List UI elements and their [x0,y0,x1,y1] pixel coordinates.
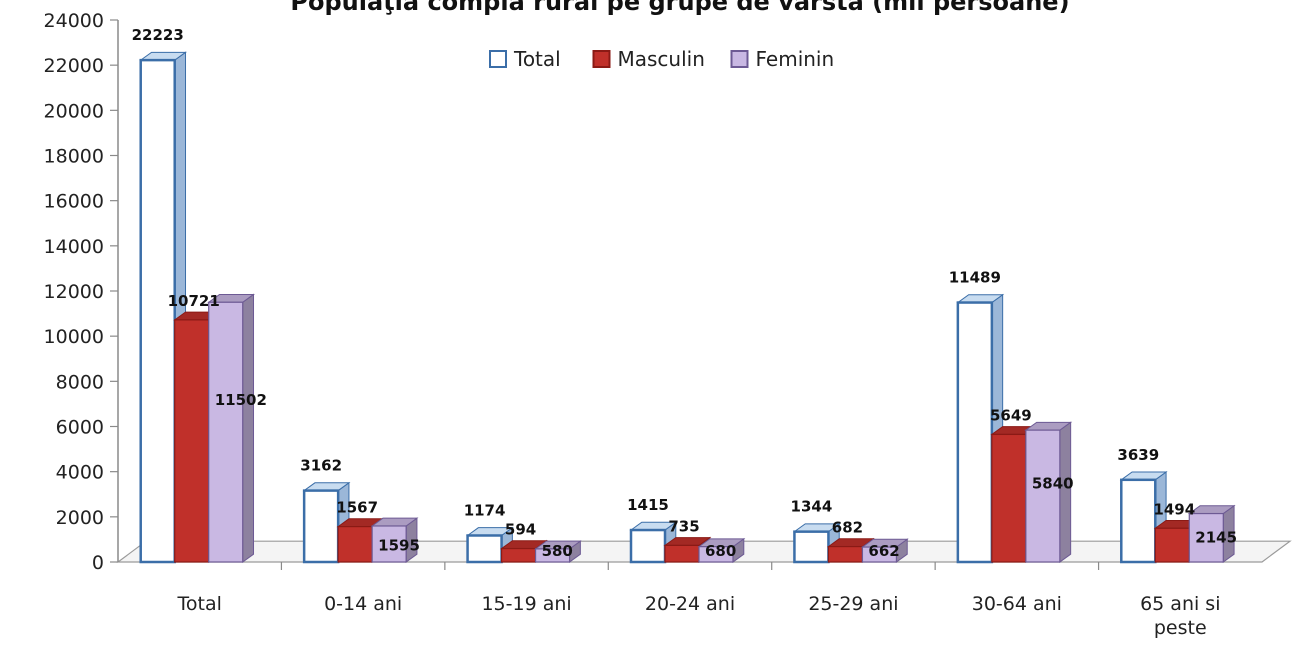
data-label-masculin-0-14-ani: 1567 [336,499,378,517]
bars [139,51,1236,564]
data-label-total-total: 22223 [132,26,184,44]
data-label-feminin-total: 11502 [215,391,267,409]
bar-front-face [827,545,864,563]
data-label-masculin-65-ani-si-peste: 1494 [1153,500,1195,518]
y-tick-label: 18000 [44,146,104,168]
y-tick-label: 6000 [56,417,104,439]
y-tick-label: 0 [92,552,104,574]
y-tick-label: 16000 [44,191,104,213]
legend-item-feminin: Feminin [730,47,835,71]
bar-front-face [174,319,210,563]
data-label-masculin-25-29-ani: 682 [832,519,863,537]
x-category-label: 0-14 ani [324,593,402,615]
data-label-total-0-14-ani: 3162 [300,457,342,475]
bar-feminin-65-ani-si-peste [1187,504,1236,563]
data-label-feminin-15-19-ani: 580 [542,542,573,560]
data-label-feminin-0-14-ani: 1595 [378,537,420,555]
bar-front-face [861,546,898,563]
y-tick-label: 14000 [44,236,104,258]
data-label-masculin-20-24-ani: 735 [668,517,699,535]
legend-label: Masculin [618,47,705,71]
data-label-total-20-24-ani: 1415 [627,496,669,514]
bar-front-face [208,301,244,563]
bar-front-face [1025,429,1061,563]
x-category-label: 65 ani si peste [1140,593,1220,639]
x-category-label: 15-19 ani [481,593,571,615]
bar-feminin-20-24-ani [697,537,746,563]
x-category-label: 30-64 ani [972,593,1062,615]
legend-item-masculin: Masculin [592,47,705,71]
bar-feminin-30-64-ani [1024,421,1073,563]
bar-front-face [500,547,537,563]
legend-swatch [489,50,507,68]
data-labels: 22223 10721 11502 3162 1567 1595 1174 594 580 141… [132,26,1237,560]
bar-feminin-15-19-ani [534,540,582,563]
bar-side-face [242,293,255,563]
data-label-total-30-64-ani: 11489 [949,269,1001,287]
y-tick-label: 24000 [44,10,104,32]
bar-front-face [466,534,503,564]
data-label-masculin-30-64-ani: 5649 [990,406,1032,424]
bar-front-face [664,544,700,563]
data-label-total-65-ani-si-peste: 3639 [1117,446,1159,464]
bar-feminin-total [207,293,256,563]
bar-front-face [139,58,176,564]
bar-front-face [534,548,571,563]
x-category-label: 20-24 ani [645,593,735,615]
legend-label: Total [513,47,561,71]
x-category-label: Total [177,593,222,615]
legend-label: Feminin [756,47,835,71]
data-label-feminin-65-ani-si-peste: 2145 [1195,529,1237,547]
data-label-feminin-30-64-ani: 5840 [1032,474,1074,492]
legend: Total Masculin Feminin [489,47,835,71]
bar-front-face [629,528,667,564]
y-tick-label: 4000 [56,462,104,484]
bar-front-face [1188,512,1224,563]
data-label-feminin-25-29-ani: 662 [868,542,899,560]
legend-swatch [592,50,611,68]
bar-front-face [991,433,1027,563]
bar-front-face [793,530,830,564]
data-label-total-15-19-ani: 1174 [464,501,506,519]
data-label-feminin-20-24-ani: 680 [705,542,736,560]
legend-swatch [730,50,749,68]
legend-item-total: Total [489,47,561,71]
bar-front-face [1154,527,1190,563]
chart-title: Populaţia complă rural pe grupe de vârst… [290,0,1069,16]
bar-front-face [1120,478,1157,564]
x-category-label: 25-29 ani [808,593,898,615]
y-tick-label: 22000 [44,55,104,77]
bar-feminin-25-29-ani [860,538,909,563]
bar-front-face [337,526,373,563]
y-tick-label: 8000 [56,371,104,393]
y-tick-label: 20000 [44,100,104,122]
y-tick-label: 2000 [56,507,104,529]
bar-feminin-0-14-ani [370,517,419,563]
data-label-masculin-15-19-ani: 594 [505,521,536,539]
y-tick-label: 12000 [44,281,104,303]
bar-front-face [956,301,994,564]
bar-front-face [698,546,734,563]
data-label-total-25-29-ani: 1344 [791,498,833,516]
bar-front-face [302,489,340,564]
y-tick-label: 10000 [44,326,104,348]
bar-front-face [371,525,407,563]
data-label-masculin-total: 10721 [168,292,220,310]
